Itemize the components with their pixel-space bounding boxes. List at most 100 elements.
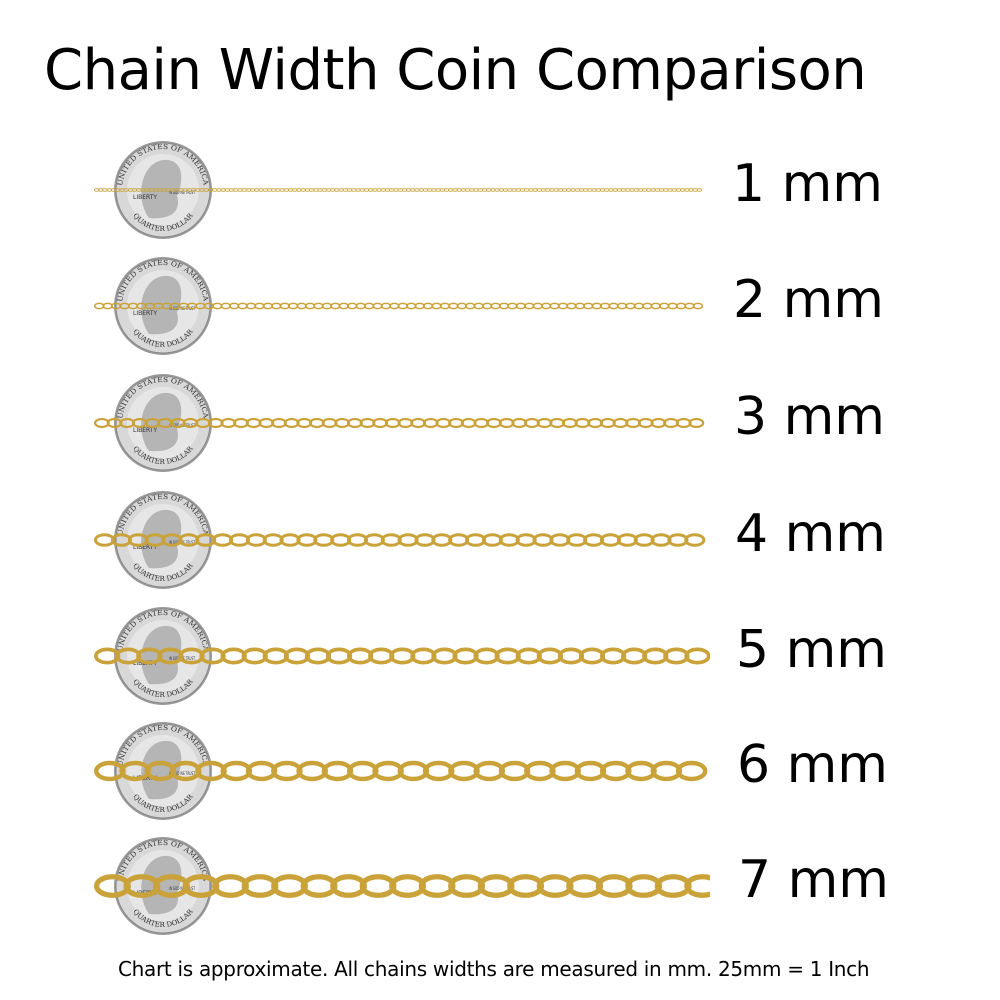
chain-link (460, 188, 467, 192)
chain-link (372, 188, 378, 192)
chain-link (633, 188, 639, 192)
coin-lettering-left: LIBERTY (133, 427, 157, 434)
chain-row: UNITED STATES OF AMERICA QUARTER DOLLAR LI… (0, 130, 1000, 246)
chain-link (300, 188, 306, 192)
chain-link (355, 188, 361, 192)
chain-link (98, 188, 104, 192)
chain-row: UNITED STATES OF AMERICA QUARTER DOLLAR LI… (0, 596, 1000, 712)
chain-link (452, 188, 458, 192)
chain (93, 760, 708, 782)
chain-link (604, 188, 610, 192)
chain-link (557, 188, 564, 192)
width-label: 4 mm (735, 504, 886, 564)
chain-link (663, 188, 669, 192)
coin-lettering-right: IN GOD WE TRUST (169, 886, 195, 891)
width-label: 2 mm (733, 270, 884, 330)
chain-link (94, 188, 100, 192)
chain-link (254, 188, 260, 192)
chain-link (684, 533, 706, 547)
width-label: 1 mm (732, 154, 883, 214)
chain-link (498, 188, 505, 192)
chain-link (507, 188, 513, 192)
chain-link (675, 760, 708, 782)
chain-link (283, 188, 289, 192)
chain-link (296, 188, 302, 192)
chain-row: UNITED STATES OF AMERICA QUARTER DOLLAR LI… (0, 826, 1000, 942)
chain-link (334, 188, 340, 192)
coin-lettering-left: LIBERTY (133, 544, 157, 551)
width-label: 5 mm (736, 620, 887, 680)
chain-link (591, 188, 597, 192)
chain-link (684, 188, 690, 192)
chain-link (418, 188, 424, 192)
chain-link (313, 188, 319, 192)
chain (93, 417, 705, 429)
coin-lettering-right: IN GOD WE TRUST (169, 771, 195, 776)
chain-link (389, 188, 395, 192)
chain-link (249, 188, 256, 192)
chain-link (502, 188, 509, 192)
chain-link (566, 188, 572, 192)
chain-link (338, 188, 344, 192)
chain-link (625, 188, 631, 192)
chain (94, 533, 706, 547)
chain-link (309, 188, 315, 192)
chain-link (578, 188, 585, 192)
chain-link (684, 647, 710, 665)
width-label: 3 mm (734, 387, 885, 447)
chain-link (570, 188, 576, 192)
chain-link (574, 188, 580, 192)
chain-link (587, 188, 593, 192)
chain (94, 302, 704, 310)
chain (94, 874, 710, 898)
chain-link (397, 188, 403, 192)
chain-link (241, 188, 247, 192)
chain-link (368, 188, 374, 192)
chain-link (595, 188, 601, 192)
chain-link (351, 188, 357, 192)
chain-link (279, 188, 285, 192)
chain-link (490, 188, 496, 192)
chain-link (481, 188, 488, 192)
chain-link (680, 188, 686, 192)
coin-lettering-left: LIBERTY (133, 310, 157, 317)
chain-link (325, 188, 332, 192)
width-label: 7 mm (738, 850, 889, 910)
chain-link (654, 188, 660, 192)
chain-link (637, 188, 644, 192)
coin-lettering-left: LIBERTY (133, 194, 157, 201)
chain-row: UNITED STATES OF AMERICA QUARTER DOLLAR LI… (0, 711, 1000, 827)
chain-link (359, 188, 365, 192)
chain-link (465, 188, 471, 192)
chain-link (228, 188, 235, 192)
chain-link (287, 188, 294, 192)
chain-link (102, 188, 108, 192)
chain-link (621, 188, 627, 192)
chain-link (410, 188, 416, 192)
footer-note: Chart is approximate. All chains widths … (118, 957, 870, 981)
chain-link (671, 188, 677, 192)
chain-link (212, 188, 218, 192)
chain-link (612, 188, 618, 192)
chain-link (675, 188, 682, 192)
chain-row: UNITED STATES OF AMERICA QUARTER DOLLAR LI… (0, 480, 1000, 596)
chain-link (271, 188, 277, 192)
coin-lettering-right: IN GOD WE TRUST (169, 190, 195, 195)
chain-link (642, 188, 648, 192)
chain-link (524, 188, 530, 192)
chain-link (220, 188, 226, 192)
chain-link (346, 188, 353, 192)
chain-link (540, 188, 547, 192)
chain-link (422, 188, 429, 192)
chain-link (511, 188, 517, 192)
chain-link (448, 188, 454, 192)
chain-link (317, 188, 323, 192)
chain-link (405, 188, 412, 192)
chain-link (515, 188, 521, 192)
chain-link (414, 188, 420, 192)
